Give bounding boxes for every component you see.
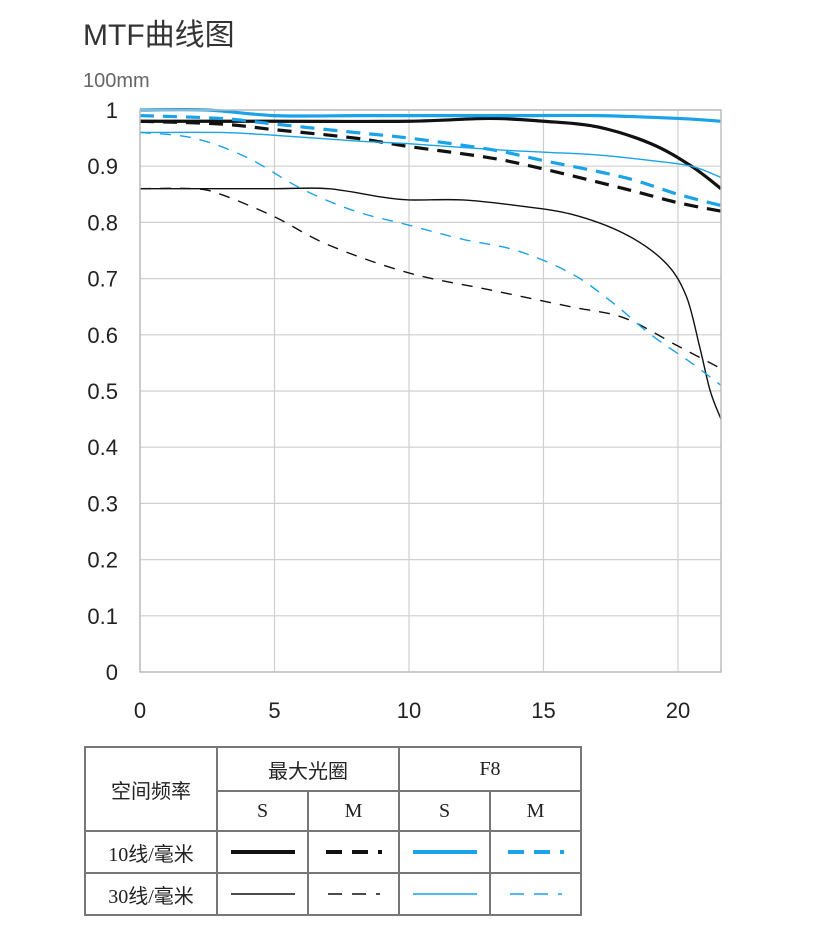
series-line-m10-f8 [139, 114, 722, 208]
legend-swatch-m10-f8 [489, 830, 582, 874]
legend-col-m-max: M [307, 790, 400, 832]
y-tick-label: 0.4 [87, 435, 118, 460]
y-tick-labels: 0 0.1 0.2 0.3 0.4 0.5 0.6 0.7 0.8 0.9 1 [87, 98, 118, 685]
y-tick-label: 0.8 [87, 210, 118, 235]
series-line-m30-f8 [139, 131, 722, 386]
plot-frame [139, 109, 722, 673]
y-tick-label: 0.7 [87, 267, 118, 292]
series-line-m10-max [139, 119, 722, 213]
legend-row-10: 10线/毫米 [84, 830, 218, 874]
legend-header-max-aperture: 最大光圈 [216, 746, 400, 792]
legend-row-30: 30线/毫米 [84, 872, 218, 916]
series-lines [139, 107, 722, 420]
x-tick-label: 15 [531, 698, 555, 723]
y-tick-label: 0.5 [87, 379, 118, 404]
chart-title: MTF曲线图 [83, 19, 235, 52]
y-tick-label: 0.1 [87, 604, 118, 629]
y-tick-label: 0.3 [87, 491, 118, 516]
series-line-s10-f8 [139, 107, 722, 123]
mtf-chart: 0 0.1 0.2 0.3 0.4 0.5 0.6 0.7 0.8 0.9 1 0 5 10 15 20 [87, 98, 722, 723]
grid [139, 109, 721, 673]
x-tick-label: 20 [666, 698, 690, 723]
legend-swatch-s30-f8 [398, 872, 491, 916]
y-tick-label: 0.9 [87, 154, 118, 179]
series-line-m30-max [139, 187, 722, 370]
x-tick-label: 5 [268, 698, 280, 723]
x-tick-label: 0 [134, 698, 146, 723]
legend-col-s-f8: S [398, 790, 491, 832]
x-tick-label: 10 [397, 698, 421, 723]
y-tick-label: 0.2 [87, 548, 118, 573]
legend-swatch-m10-max [307, 830, 400, 874]
series-line-s10-max [139, 116, 722, 190]
x-tick-labels: 0 5 10 15 20 [134, 698, 690, 723]
chart-subtitle: 100mm [83, 70, 150, 92]
legend-swatch-s10-max [216, 830, 309, 874]
legend-header-frequency: 空间频率 [84, 746, 218, 832]
legend-col-m-f8: M [489, 790, 582, 832]
legend-swatch-m30-f8 [489, 872, 582, 916]
series-line-s30-max [139, 187, 722, 420]
legend-col-s-max: S [216, 790, 309, 832]
y-tick-label: 0 [106, 660, 118, 685]
legend-swatch-s10-f8 [398, 830, 491, 874]
legend-swatch-m30-max [307, 872, 400, 916]
series-line-s30-f8 [139, 131, 722, 179]
legend-header-f8: F8 [398, 746, 582, 792]
legend-swatch-s30-max [216, 872, 309, 916]
y-tick-label: 0.6 [87, 323, 118, 348]
y-tick-label: 1 [106, 98, 118, 123]
legend-table: 空间频率 最大光圈 F8 S M S M 10线/毫米 30线/毫米 [84, 746, 582, 916]
